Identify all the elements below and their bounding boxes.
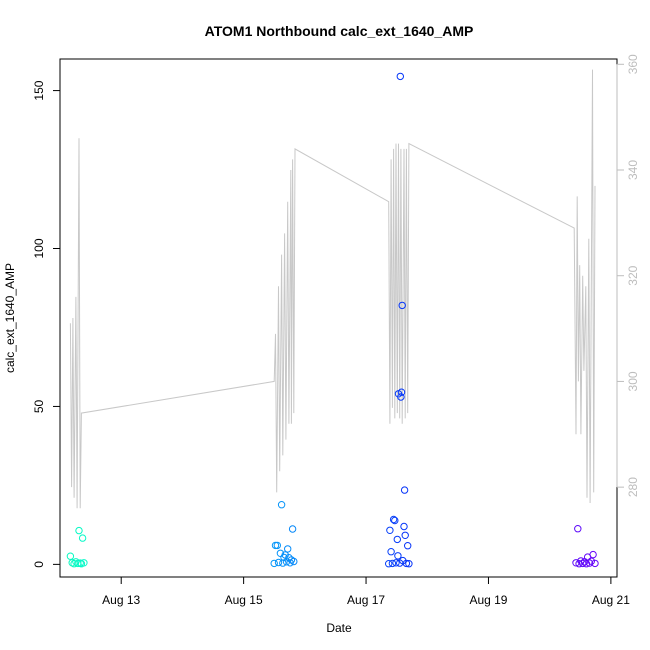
- data-point: [78, 534, 87, 542]
- data-point: [398, 301, 406, 310]
- data-point: [400, 486, 409, 494]
- data-point: [285, 554, 293, 562]
- data-point: [270, 559, 278, 568]
- data-point: [401, 531, 409, 539]
- data-point: [385, 560, 393, 568]
- x-axis-label: Date: [326, 621, 352, 635]
- data-point: [391, 516, 399, 525]
- data-point: [277, 501, 286, 509]
- data-point: [587, 557, 595, 565]
- y-tick-label: 100: [32, 238, 46, 258]
- data-point: [284, 545, 292, 553]
- data-point: [386, 526, 394, 534]
- plot-frame: [59, 58, 618, 578]
- data-point: [400, 522, 408, 531]
- x-tick-label: Aug 21: [592, 593, 630, 607]
- data-point: [589, 550, 597, 559]
- data-point: [392, 559, 400, 567]
- data-point: [591, 559, 599, 568]
- data-point: [389, 515, 398, 524]
- y-axis-label: calc_ext_1640_AMP: [3, 263, 17, 373]
- data-point: [274, 558, 283, 567]
- line-series: [69, 69, 596, 509]
- data-point: [66, 552, 75, 560]
- data-point: [393, 535, 401, 544]
- data-point: [279, 559, 287, 567]
- series-line: [69, 69, 596, 509]
- x-tick-label: Aug 17: [347, 593, 385, 607]
- x-tick-label: Aug 13: [102, 593, 140, 607]
- x-axis: Aug 13 Aug 15 Aug 17 Aug 19 Aug 21: [102, 577, 630, 607]
- x-tick-label: Aug 15: [225, 593, 263, 607]
- y-tick-label: 150: [32, 80, 46, 100]
- y-tick-label: 0: [32, 561, 46, 568]
- right-tick-label: 340: [626, 160, 640, 180]
- data-point: [276, 549, 285, 557]
- data-point: [282, 558, 291, 566]
- data-point: [273, 541, 281, 550]
- right-axis: 280 300 320 340 360: [616, 54, 640, 497]
- right-tick-label: 280: [626, 477, 640, 497]
- data-point: [397, 388, 406, 396]
- data-point: [394, 552, 402, 560]
- chart-title: ATOM1 Northbound calc_ext_1640_AMP: [205, 23, 474, 39]
- x-tick-label: Aug 19: [469, 593, 507, 607]
- data-point: [397, 393, 405, 401]
- data-point: [387, 548, 395, 556]
- right-tick-label: 360: [626, 54, 640, 74]
- y-tick-label: 50: [32, 399, 46, 413]
- data-point: [405, 560, 413, 568]
- data-point: [75, 526, 83, 535]
- right-tick-label: 300: [626, 371, 640, 391]
- data-point: [404, 542, 412, 550]
- data-point: [288, 525, 297, 533]
- point-series: [66, 72, 599, 568]
- data-point: [585, 559, 594, 567]
- data-point: [574, 525, 582, 533]
- data-point: [388, 559, 397, 568]
- right-tick-label: 320: [626, 265, 640, 285]
- data-point: [80, 559, 88, 567]
- data-point: [396, 72, 404, 81]
- data-point: [402, 559, 411, 568]
- y-axis: 0 50 100 150: [32, 80, 60, 568]
- data-point: [290, 557, 298, 566]
